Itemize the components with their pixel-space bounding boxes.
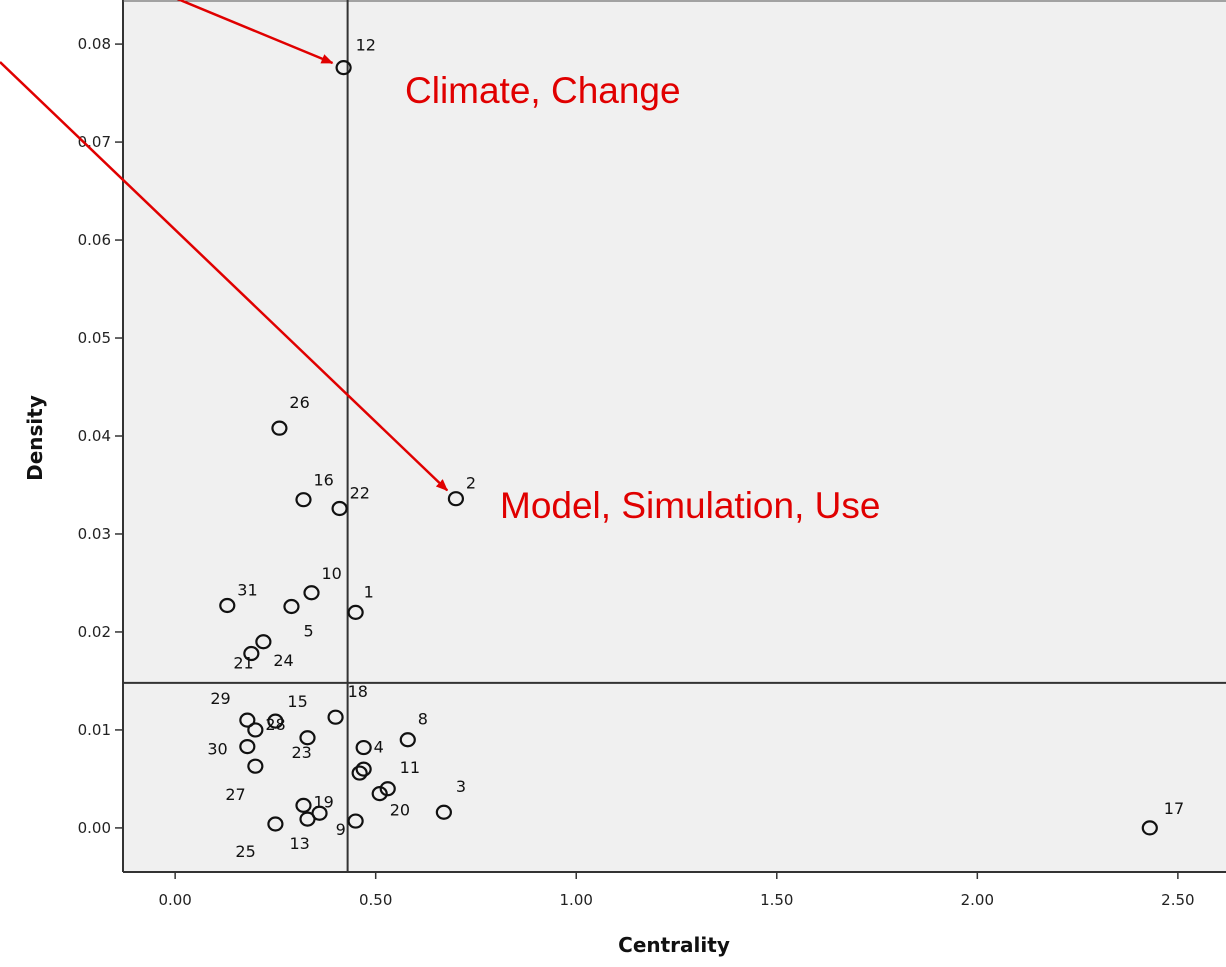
x-tick-label: 1.00 — [560, 891, 593, 909]
y-tick-label: 0.00 — [78, 819, 111, 837]
plot-area — [122, 0, 1226, 873]
data-point — [303, 585, 320, 601]
y-tick-label: 0.07 — [78, 133, 111, 151]
data-point-label: 20 — [390, 801, 410, 820]
data-point — [351, 765, 368, 781]
data-point — [299, 730, 316, 746]
data-point-label: 15 — [287, 692, 307, 711]
data-point-label: 25 — [235, 842, 255, 861]
data-point-label: 16 — [313, 471, 333, 490]
data-point-label: 30 — [207, 740, 227, 759]
data-point — [267, 816, 284, 832]
data-point-label: 2 — [466, 474, 476, 493]
y-axis-title: Density — [23, 395, 47, 481]
data-point — [267, 713, 284, 729]
data-point-label: 10 — [322, 564, 342, 583]
data-point — [327, 709, 344, 725]
data-point — [295, 797, 312, 813]
data-point-label: 18 — [348, 682, 368, 701]
data-point-label: 3 — [456, 777, 466, 796]
data-point-label: 31 — [237, 581, 257, 600]
data-point — [219, 597, 236, 614]
annotation-label: Climate, Change — [405, 70, 681, 111]
y-tick-label: 0.04 — [78, 427, 111, 445]
y-tick-label: 0.01 — [78, 721, 111, 739]
x-tick-label: 0.50 — [359, 891, 392, 909]
data-point-label: 5 — [303, 621, 313, 640]
data-point — [255, 634, 272, 650]
data-point-label: 26 — [289, 393, 309, 412]
data-point-label: 4 — [374, 738, 384, 757]
data-point-label: 1 — [364, 582, 374, 601]
data-point-label: 21 — [233, 654, 253, 673]
data-point — [247, 758, 264, 774]
annotation-arrow — [176, 0, 334, 65]
data-point — [295, 492, 312, 508]
data-point-label: 29 — [210, 689, 230, 708]
x-tick-label: 2.00 — [961, 891, 994, 909]
data-point — [435, 804, 452, 820]
data-point — [399, 732, 416, 748]
y-tick-label: 0.08 — [78, 35, 111, 53]
data-point-label: 17 — [1164, 799, 1184, 818]
data-point — [379, 781, 396, 797]
data-point — [447, 491, 465, 507]
plot-background — [123, 0, 1226, 872]
data-point — [243, 645, 260, 662]
data-point — [335, 60, 352, 76]
data-point — [371, 786, 388, 802]
data-point — [271, 420, 288, 436]
data-point-label: 13 — [290, 834, 310, 853]
x-tick-label: 1.50 — [760, 891, 793, 909]
data-point — [355, 739, 372, 756]
data-point-label: 22 — [350, 484, 370, 503]
data-point-label: 28 — [265, 715, 285, 734]
annotations: Climate, Change Model, Simulation, Use — [0, 0, 880, 526]
axes: 0.00 0.50 1.00 1.50 2.00 2.50 0.00 0.01 0.02 0.03… — [78, 35, 1195, 909]
data-point — [331, 500, 348, 517]
data-point — [239, 738, 256, 755]
data-point — [283, 598, 300, 615]
x-tick-label: 0.00 — [158, 891, 191, 909]
data-point-label: 24 — [273, 651, 293, 670]
data-point — [247, 722, 264, 738]
data-point-label: 8 — [418, 710, 428, 729]
data-point — [311, 805, 328, 821]
data-point-label: 9 — [336, 820, 346, 839]
y-tick-label: 0.03 — [78, 525, 111, 543]
data-point-label: 11 — [400, 758, 420, 777]
data-point — [239, 712, 256, 728]
y-tick-label: 0.05 — [78, 329, 111, 347]
y-tick-label: 0.02 — [78, 623, 111, 641]
x-tick-label: 2.50 — [1161, 891, 1194, 909]
data-point-label: 12 — [356, 36, 376, 55]
data-point — [347, 813, 364, 829]
data-point-label: 27 — [225, 785, 245, 804]
annotation-arrow — [0, 61, 449, 492]
y-tick-label: 0.06 — [78, 231, 111, 249]
data-point-label: 23 — [292, 743, 312, 762]
data-point — [355, 761, 372, 777]
data-point — [347, 604, 364, 620]
x-axis-title: Centrality — [618, 933, 730, 957]
annotation-label: Model, Simulation, Use — [500, 485, 880, 526]
data-point — [1141, 820, 1158, 836]
